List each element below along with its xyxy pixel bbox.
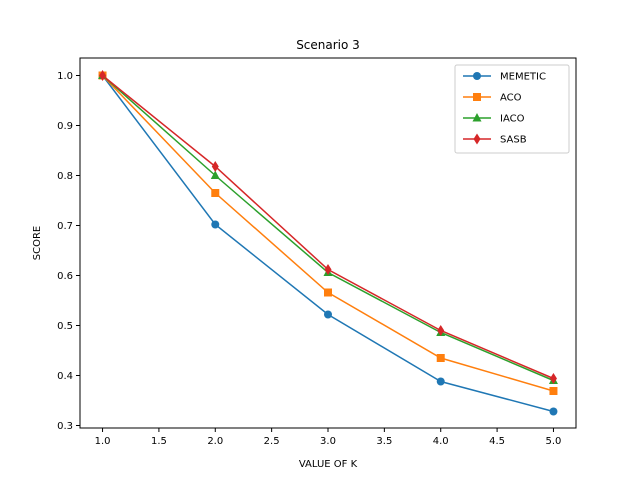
legend-label: IACO [500,114,525,125]
data-point [549,387,558,395]
legend-item: SASB [463,133,527,146]
x-axis-label: VALUE OF K [299,459,358,470]
legend-box [454,64,570,154]
x-tick-label: 4.0 [433,436,449,447]
data-point [211,189,220,197]
data-point [211,161,219,172]
data-point [437,325,445,336]
x-tick-label: 1.5 [151,436,167,447]
y-tick-label: 0.9 [57,121,73,132]
x-tick-label: 5.0 [546,436,562,447]
legend-item: ACO [463,93,522,104]
y-tick-label: 0.4 [57,371,73,382]
y-tick-label: 0.3 [57,421,73,432]
data-point [324,310,332,319]
legend-item: IACO [463,113,525,125]
data-point [99,70,107,81]
y-tick-label: 1.0 [57,71,73,82]
data-point [324,288,332,297]
data-point [549,407,558,416]
data-point [324,264,332,275]
x-axis-ticks: 1.0 1.5 2.0 2.5 3.0 3.5 4.0 4.5 5.0 [95,428,562,447]
legend-marker [473,133,481,145]
legend-item: MEMETIC [463,72,546,83]
x-tick-label: 2.0 [207,436,223,447]
data-point [549,373,557,384]
y-tick-label: 0.6 [57,271,73,282]
x-tick-label: 3.5 [376,436,392,447]
legend-label: SASB [500,135,527,146]
x-tick-label: 3.0 [320,436,336,447]
data-point [436,354,445,362]
legend-marker [473,93,481,101]
y-axis-ticks: 0.3 0.4 0.5 0.6 0.7 0.8 0.9 1.0 [57,71,80,432]
x-tick-label: 2.5 [264,436,280,447]
y-axis-label: SCORE [32,226,43,260]
y-tick-label: 0.8 [57,171,73,182]
legend: MEMETIC ACO IACO SASB [454,64,570,154]
y-tick-label: 0.5 [57,321,73,332]
data-point [210,170,220,179]
y-tick-label: 0.7 [57,221,73,232]
x-tick-label: 4.5 [489,436,505,447]
legend-label: MEMETIC [500,72,546,83]
series-sasb [99,70,557,384]
legend-marker [472,113,482,122]
chart-title: Scenario 3 [296,38,360,52]
x-tick-label: 1.0 [95,436,111,447]
data-point [436,377,445,386]
legend-label: ACO [500,93,522,104]
legend-marker [473,72,481,80]
data-point [211,220,220,229]
plot-area [98,70,558,416]
